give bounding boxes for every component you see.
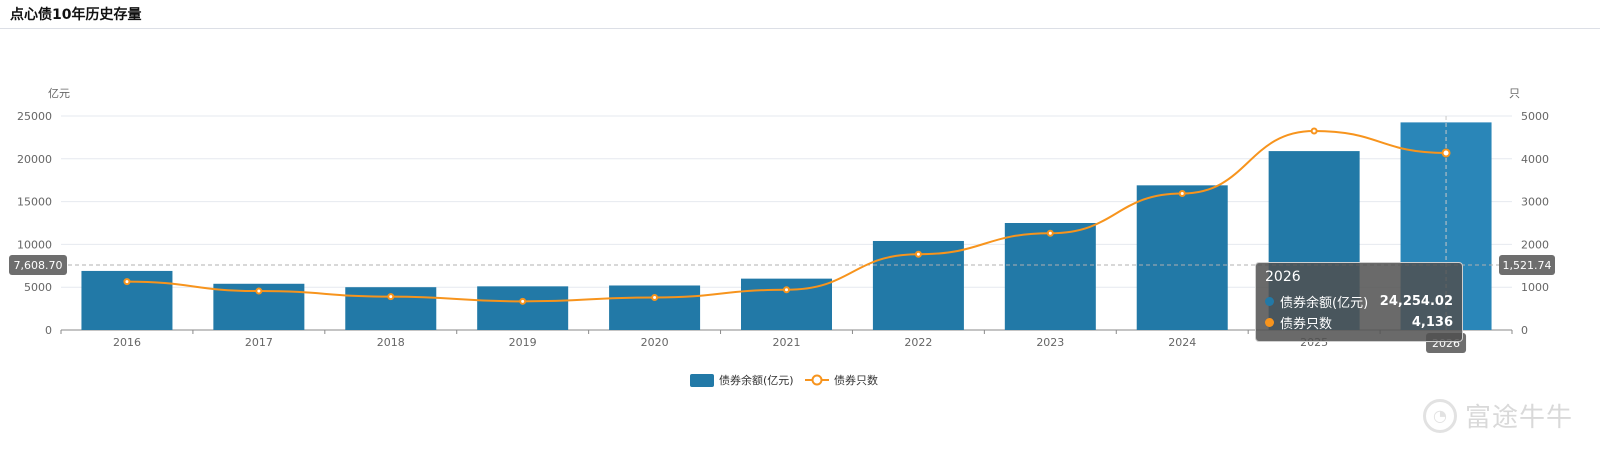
chart-title: 点心债10年历史存量 (10, 7, 142, 23)
line-point-2023 (1046, 229, 1054, 237)
series-line-icon (1265, 318, 1274, 327)
line-point-2016 (123, 278, 131, 286)
y-right-tick-label: 5000 (1521, 110, 1549, 123)
pointer-left-value-bg (9, 255, 67, 275)
legend-line-label: 债券只数 (834, 373, 878, 387)
bar-2023 (1004, 223, 1096, 330)
legend-bar-label: 债券余额(亿元) (719, 373, 794, 387)
pointer-left-value: 7,608.70 (14, 259, 63, 272)
line-point-2021 (783, 286, 790, 294)
x-tick-label: 2019 (509, 336, 537, 349)
bar-2019 (477, 286, 569, 330)
chart-header: 点心债10年历史存量 (0, 0, 1600, 29)
x-tick-label: 2024 (1168, 336, 1196, 349)
x-tick-label: 2023 (1036, 336, 1064, 349)
y-left-tick-label: 25000 (17, 110, 52, 123)
tooltip-value: 4,136 (1411, 315, 1453, 330)
y-right-tick-label: 0 (1521, 324, 1528, 337)
tooltip-title: 2026 (1265, 269, 1301, 285)
pointer-right-value: 1,521.74 (1503, 259, 1552, 272)
pointer-right-value-bg (1499, 255, 1555, 275)
x-tick-label: 2016 (113, 336, 141, 349)
tooltip-label: 债券余额(亿元) (1280, 296, 1369, 311)
chart-tooltip: 2026 债券余额(亿元) 24,254.02 债券只数 4,136 (1255, 262, 1463, 342)
y-left-tick-label: 15000 (17, 196, 52, 209)
line-point-2026 (1441, 148, 1451, 158)
y-right-tick-label: 1000 (1521, 281, 1549, 294)
futu-logo-icon: ◔ (1423, 398, 1457, 433)
x-tick-label: 2018 (377, 336, 405, 349)
tooltip-row-balance: 债券余额(亿元) 24,254.02 (1265, 291, 1453, 312)
line-point-2017 (255, 287, 263, 295)
line-point-2025 (1310, 127, 1318, 135)
y-left-tick-label: 5000 (24, 281, 52, 294)
y-left-tick-label: 20000 (17, 153, 52, 166)
tooltip-label: 债券只数 (1280, 317, 1333, 332)
x-tick-label: 2017 (245, 336, 273, 349)
legend-bar-swatch (690, 374, 714, 387)
line-point-2020 (651, 293, 659, 301)
legend-line-marker (811, 374, 823, 386)
line-point-2018 (387, 293, 395, 301)
bar-2024 (1136, 185, 1228, 330)
y-left-tick-label: 10000 (17, 238, 52, 251)
line-point-2022 (914, 250, 922, 258)
tooltip-row-count: 债券只数 4,136 (1265, 312, 1453, 333)
watermark-text: 富途牛牛 (1465, 403, 1574, 433)
y-left-tick-label: 0 (45, 324, 52, 337)
x-tick-label: 2022 (904, 336, 932, 349)
line-point-2019 (519, 297, 527, 305)
tooltip-value: 24,254.02 (1379, 294, 1453, 309)
y-right-axis-label: 只 (1509, 87, 1520, 100)
watermark: ◔ 富途牛牛 (1423, 397, 1573, 434)
series-bar-icon (1265, 297, 1274, 306)
y-left-axis-label: 亿元 (48, 87, 70, 100)
y-right-tick-label: 3000 (1521, 196, 1549, 209)
bar-2020 (609, 285, 701, 330)
line-point-2024 (1178, 189, 1186, 197)
x-tick-label: 2021 (773, 336, 801, 349)
y-right-tick-label: 2000 (1521, 238, 1549, 251)
series-line-count (126, 129, 1447, 303)
y-right-tick-label: 4000 (1521, 153, 1549, 166)
x-tick-label: 2020 (641, 336, 669, 349)
